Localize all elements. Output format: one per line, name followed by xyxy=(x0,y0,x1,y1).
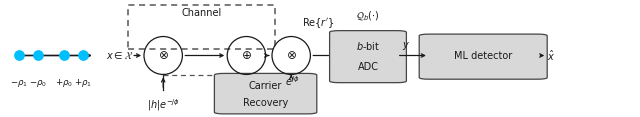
Point xyxy=(59,55,69,56)
Text: $+\rho_0$: $+\rho_0$ xyxy=(55,77,73,89)
Text: $\hat{x}$: $\hat{x}$ xyxy=(547,48,556,63)
FancyBboxPatch shape xyxy=(330,31,406,83)
Text: $-\rho_1$: $-\rho_1$ xyxy=(10,78,28,89)
Text: $x \in \mathcal{X}$: $x \in \mathcal{X}$ xyxy=(106,50,133,61)
Bar xyxy=(128,5,275,49)
Text: ADC: ADC xyxy=(358,62,378,72)
FancyBboxPatch shape xyxy=(419,34,547,79)
Text: $-\rho_0$: $-\rho_0$ xyxy=(29,78,47,89)
Text: $\oplus$: $\oplus$ xyxy=(241,49,252,62)
Text: $\otimes$: $\otimes$ xyxy=(158,49,168,62)
Text: $|h|e^{-j\phi}$: $|h|e^{-j\phi}$ xyxy=(147,97,180,113)
Point xyxy=(14,55,24,56)
Text: ML detector: ML detector xyxy=(454,51,513,61)
Text: Recovery: Recovery xyxy=(243,98,288,108)
Text: Carrier: Carrier xyxy=(249,81,282,91)
Point xyxy=(78,55,88,56)
Text: $\mathrm{Re}\{r^\prime\}$: $\mathrm{Re}\{r^\prime\}$ xyxy=(301,16,335,30)
Text: Channel: Channel xyxy=(182,8,221,18)
Text: $+\rho_1$: $+\rho_1$ xyxy=(74,77,92,89)
Text: $w \sim \mathcal{CN}(0, \sigma^2)$: $w \sim \mathcal{CN}(0, \sigma^2)$ xyxy=(213,97,280,112)
Text: $y$: $y$ xyxy=(403,40,410,52)
Text: $b$-bit: $b$-bit xyxy=(356,40,380,52)
Point xyxy=(33,55,44,56)
Text: $\otimes$: $\otimes$ xyxy=(286,49,296,62)
Text: $\mathcal{Q}_b(\cdot)$: $\mathcal{Q}_b(\cdot)$ xyxy=(356,9,380,23)
Text: $e^{j\phi}$: $e^{j\phi}$ xyxy=(285,74,300,88)
FancyBboxPatch shape xyxy=(214,73,317,114)
